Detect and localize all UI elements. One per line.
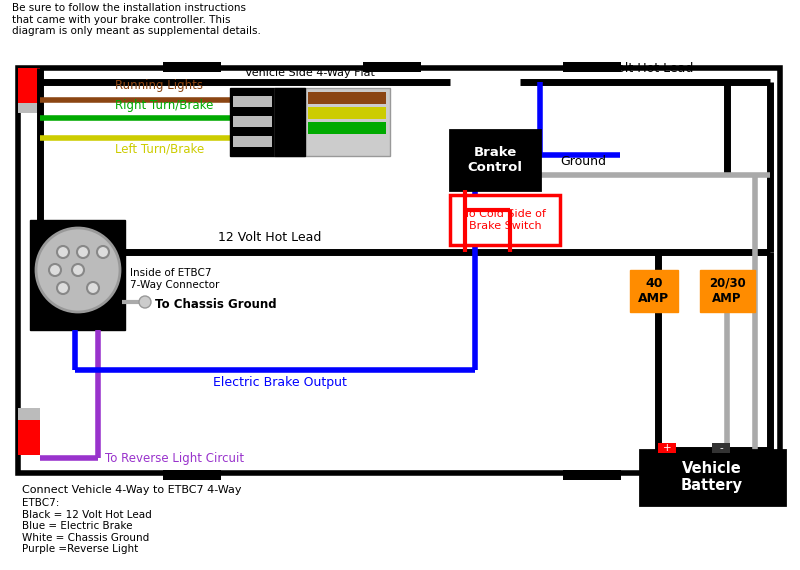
Text: Right Turn/Brake: Right Turn/Brake xyxy=(115,99,214,112)
Text: +: + xyxy=(662,443,671,453)
Bar xyxy=(18,68,780,473)
Text: Connect Vehicle 4-Way to ETBC7 4-Way: Connect Vehicle 4-Way to ETBC7 4-Way xyxy=(22,485,242,495)
Text: 20/30
AMP: 20/30 AMP xyxy=(709,277,746,305)
Bar xyxy=(233,116,272,127)
Bar xyxy=(18,68,40,103)
Bar xyxy=(363,62,421,72)
Text: Inside of ETBC7
7-Way Connector: Inside of ETBC7 7-Way Connector xyxy=(130,268,219,290)
Bar xyxy=(308,92,386,104)
Bar xyxy=(163,62,221,72)
Text: 12 Volt Hot Lead: 12 Volt Hot Lead xyxy=(218,231,322,244)
Bar xyxy=(230,88,275,156)
Bar xyxy=(308,107,386,119)
Circle shape xyxy=(77,246,89,258)
Text: Left Turn/Brake: Left Turn/Brake xyxy=(115,142,204,155)
Bar xyxy=(233,96,272,107)
Bar xyxy=(30,220,125,330)
Bar xyxy=(308,122,386,134)
Bar xyxy=(18,420,40,455)
Bar xyxy=(275,88,305,156)
Text: To Reverse Light Circuit: To Reverse Light Circuit xyxy=(105,452,244,465)
Bar xyxy=(450,195,560,245)
Circle shape xyxy=(97,246,109,258)
Bar xyxy=(275,88,390,156)
Bar xyxy=(563,470,621,480)
Text: Running Lights: Running Lights xyxy=(115,79,203,92)
Text: 12 Volt Hot Lead: 12 Volt Hot Lead xyxy=(590,62,694,75)
Text: To Cold Side of
Brake Switch: To Cold Side of Brake Switch xyxy=(464,209,546,231)
Bar xyxy=(630,270,678,312)
Text: Be sure to follow the installation instructions
that came with your brake contro: Be sure to follow the installation instr… xyxy=(12,3,261,36)
Bar xyxy=(658,443,676,453)
Circle shape xyxy=(72,264,84,276)
Text: Vehicle
Battery: Vehicle Battery xyxy=(681,461,743,493)
Text: Electric Brake Output: Electric Brake Output xyxy=(213,376,347,389)
Bar xyxy=(700,270,755,312)
Bar xyxy=(450,130,540,190)
Bar xyxy=(18,408,40,420)
Circle shape xyxy=(49,264,61,276)
Text: Ground: Ground xyxy=(560,155,606,168)
Bar xyxy=(18,103,40,113)
Bar xyxy=(712,443,730,453)
Bar xyxy=(640,450,785,505)
Circle shape xyxy=(87,282,99,294)
Text: Brake
Control: Brake Control xyxy=(467,146,522,174)
Circle shape xyxy=(36,228,120,312)
Text: 40
AMP: 40 AMP xyxy=(638,277,670,305)
Text: Vehicle Side 4-Way Flat: Vehicle Side 4-Way Flat xyxy=(245,68,375,78)
Text: ETBC7:
Black = 12 Volt Hot Lead
Blue = Electric Brake
White = Chassis Ground
Pur: ETBC7: Black = 12 Volt Hot Lead Blue = E… xyxy=(22,498,152,555)
Circle shape xyxy=(139,296,151,308)
Bar xyxy=(233,136,272,147)
Bar xyxy=(563,62,621,72)
Circle shape xyxy=(57,246,69,258)
Text: To Chassis Ground: To Chassis Ground xyxy=(155,298,277,311)
Bar xyxy=(163,470,221,480)
Bar xyxy=(308,137,386,149)
Circle shape xyxy=(57,282,69,294)
Text: -: - xyxy=(719,443,723,453)
